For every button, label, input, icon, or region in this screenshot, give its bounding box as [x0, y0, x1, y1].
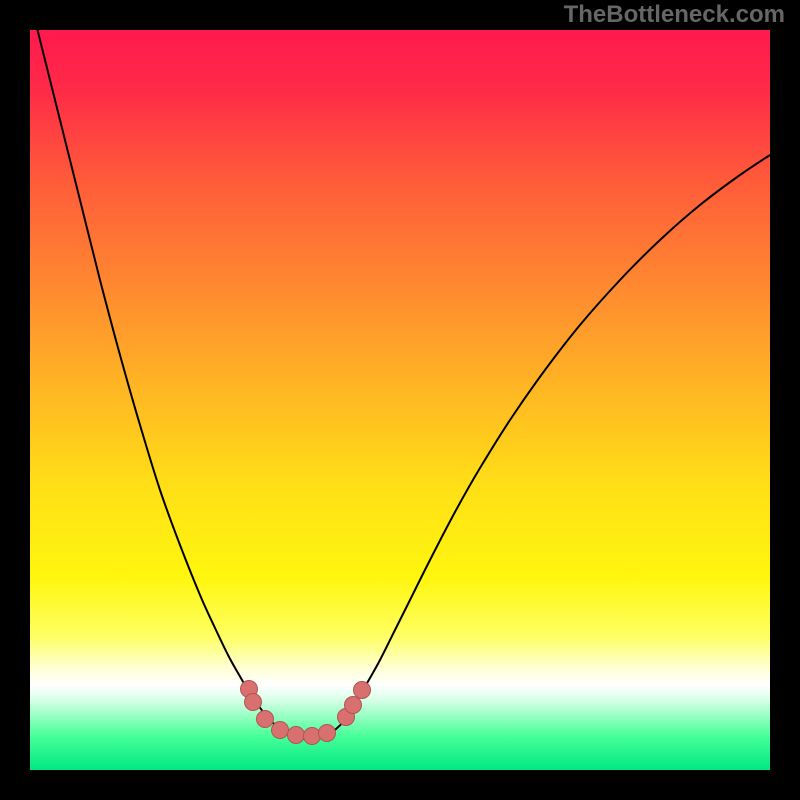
curve-marker — [257, 711, 274, 728]
curve-marker — [288, 727, 305, 744]
curve-marker — [272, 722, 289, 739]
curve-marker — [354, 682, 371, 699]
bottleneck-chart: TheBottleneck.com — [0, 0, 800, 800]
curve-marker — [345, 697, 362, 714]
plot-background — [30, 30, 770, 770]
curve-marker — [304, 728, 321, 745]
curve-marker — [245, 694, 262, 711]
curve-marker — [319, 725, 336, 742]
watermark-text: TheBottleneck.com — [564, 1, 785, 28]
